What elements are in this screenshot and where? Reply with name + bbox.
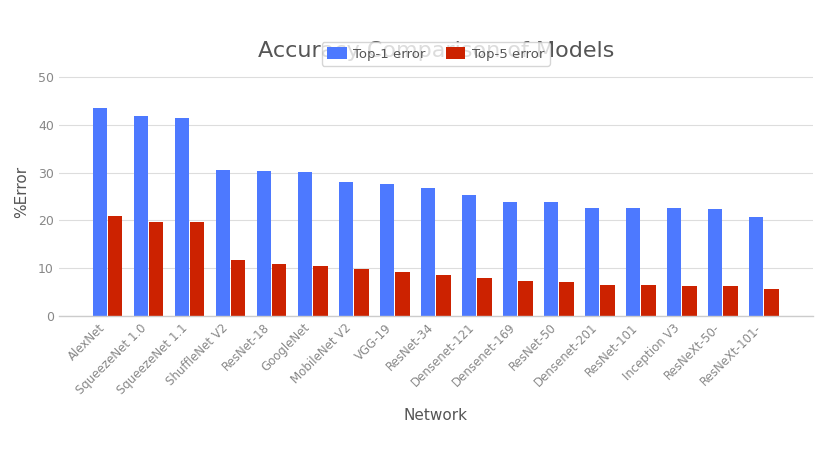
Bar (749, 217, 763, 316)
Bar (257, 171, 272, 316)
Bar (134, 116, 148, 316)
Bar (313, 266, 328, 316)
Bar (585, 208, 599, 316)
Bar (626, 208, 640, 316)
Bar (641, 285, 655, 316)
Bar (354, 269, 369, 316)
Bar (231, 260, 246, 316)
Bar (190, 222, 204, 316)
Bar (93, 108, 107, 316)
Bar (436, 275, 451, 316)
Bar (559, 282, 573, 316)
Y-axis label: %Error: %Error (14, 166, 29, 218)
Bar (518, 281, 532, 316)
Bar (723, 285, 737, 316)
Bar (544, 202, 558, 316)
Bar (298, 171, 313, 316)
Bar (272, 263, 287, 316)
Title: Accuracy Comparison of Models: Accuracy Comparison of Models (257, 41, 614, 60)
Bar (462, 195, 476, 316)
Legend: Top-1 error, Top-5 error: Top-1 error, Top-5 error (322, 42, 550, 66)
Bar (667, 208, 681, 316)
Bar (380, 184, 395, 316)
Bar (175, 118, 189, 316)
Bar (149, 222, 163, 316)
X-axis label: Network: Network (404, 408, 468, 423)
Bar (216, 170, 230, 316)
Bar (477, 278, 492, 316)
Bar (503, 202, 517, 316)
Bar (708, 209, 722, 316)
Bar (339, 182, 354, 316)
Bar (682, 286, 696, 316)
Bar (764, 289, 779, 316)
Bar (600, 285, 614, 316)
Bar (108, 216, 122, 316)
Bar (421, 189, 436, 316)
Bar (396, 272, 410, 316)
